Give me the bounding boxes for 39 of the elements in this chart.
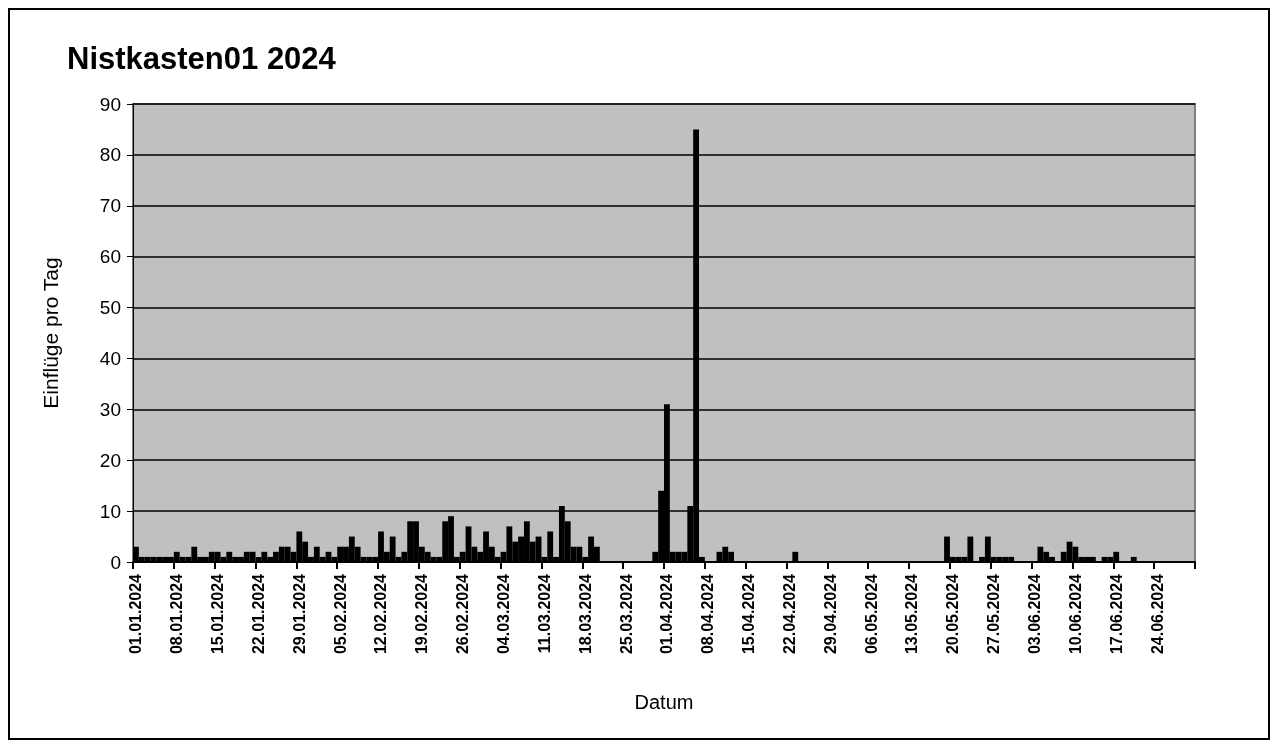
x-tick-label: 01.04.2024 [658,573,676,655]
x-tick-label: 08.01.2024 [168,573,186,655]
x-tick-label: 22.01.2024 [249,573,267,655]
x-axis-title: Datum [634,691,694,713]
x-tick-label: 11.03.2024 [535,573,553,654]
x-tick-label: 22.04.2024 [780,573,798,655]
x-tick-label: 13.05.2024 [903,573,921,655]
y-tick-label: 20 [99,449,121,471]
x-tick-label: 01.01.2024 [127,573,145,655]
x-tick-label: 15.04.2024 [740,573,758,655]
y-tick-label: 70 [99,195,121,217]
x-tick-label: 08.04.2024 [699,573,717,655]
x-tick-label: 04.03.2024 [495,573,513,655]
y-tick-label: 50 [99,297,121,319]
x-tick-label: 20.05.2024 [944,573,962,655]
x-tick-label: 27.05.2024 [985,573,1003,655]
y-tick-label: 90 [99,93,121,115]
y-tick-label: 80 [99,144,121,166]
x-tick-label: 10.06.2024 [1066,573,1084,655]
x-tick-label: 29.04.2024 [821,573,839,655]
x-tick-label: 06.05.2024 [862,573,880,655]
y-axis-title: Einflüge pro Tag [39,257,62,409]
x-tick-label: 17.06.2024 [1107,573,1125,655]
y-tick-label: 30 [99,398,121,420]
x-tick-label: 18.03.2024 [576,573,594,655]
x-tick-label: 12.02.2024 [372,573,390,655]
x-tick-label: 05.02.2024 [331,573,349,655]
x-tick-label: 15.01.2024 [209,573,227,655]
x-tick-label: 24.06.2024 [1148,573,1166,655]
chart-title: Nistkasten01 2024 [67,41,337,76]
y-tick-label: 60 [99,246,121,268]
x-tick-label: 26.02.2024 [454,573,472,655]
x-tick-label: 19.02.2024 [413,573,431,655]
x-tick-label: 25.03.2024 [617,573,635,655]
y-tick-label: 40 [99,347,121,369]
x-tick-label: 03.06.2024 [1026,573,1044,655]
y-tick-label: 10 [99,500,121,522]
y-tick-label: 0 [110,551,121,573]
x-tick-label: 29.01.2024 [290,573,308,655]
